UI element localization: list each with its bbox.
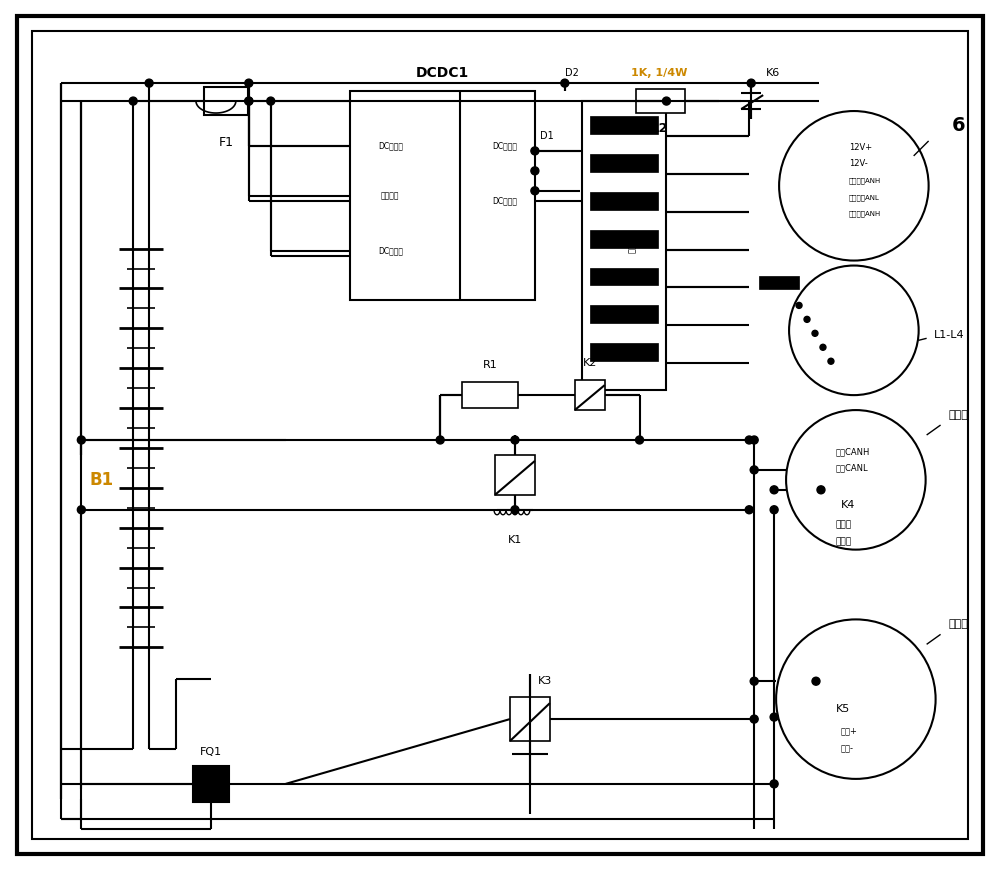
Circle shape xyxy=(245,97,253,105)
Circle shape xyxy=(531,147,539,155)
Circle shape xyxy=(789,266,919,395)
Circle shape xyxy=(750,466,758,474)
Bar xyxy=(590,229,658,248)
Circle shape xyxy=(779,111,929,261)
Circle shape xyxy=(770,713,778,721)
Text: 放电负: 放电负 xyxy=(836,537,852,546)
Bar xyxy=(590,268,658,286)
Text: 复全源总ANH: 复全源总ANH xyxy=(849,177,881,184)
Bar xyxy=(350,91,535,301)
Text: D1: D1 xyxy=(540,131,554,141)
Text: L1-L4: L1-L4 xyxy=(934,330,964,341)
Bar xyxy=(495,455,535,494)
Bar xyxy=(193,766,229,802)
Bar xyxy=(575,380,605,410)
Text: 充电+: 充电+ xyxy=(841,726,858,735)
Bar xyxy=(590,192,658,209)
Text: K2: K2 xyxy=(583,358,597,368)
Circle shape xyxy=(747,79,755,87)
Circle shape xyxy=(812,677,820,685)
Circle shape xyxy=(745,436,753,444)
Circle shape xyxy=(511,436,519,444)
Text: D2: D2 xyxy=(565,68,579,78)
Text: DC输入负: DC输入负 xyxy=(378,246,403,255)
Text: 12V-: 12V- xyxy=(849,159,868,169)
Circle shape xyxy=(129,97,137,105)
Circle shape xyxy=(828,358,834,364)
Text: 6: 6 xyxy=(952,116,965,136)
Circle shape xyxy=(786,410,926,549)
Text: DCDC1: DCDC1 xyxy=(416,66,469,80)
Circle shape xyxy=(750,715,758,723)
Circle shape xyxy=(804,316,810,322)
Bar xyxy=(204,87,248,115)
Text: 整车CANL: 整车CANL xyxy=(836,463,869,473)
Text: 信号线: 信号线 xyxy=(628,238,637,253)
Circle shape xyxy=(245,97,253,105)
Circle shape xyxy=(750,436,758,444)
Text: DC输入正: DC输入正 xyxy=(378,142,403,150)
Circle shape xyxy=(145,79,153,87)
Bar xyxy=(462,382,518,408)
Text: K1: K1 xyxy=(508,534,522,545)
Circle shape xyxy=(531,187,539,195)
Bar xyxy=(510,697,550,741)
Text: F1: F1 xyxy=(218,136,233,149)
Text: B1: B1 xyxy=(89,471,113,489)
Circle shape xyxy=(776,620,936,779)
Circle shape xyxy=(531,167,539,175)
Text: DC输出负: DC输出负 xyxy=(492,196,517,205)
Text: 充电-: 充电- xyxy=(841,745,854,753)
Text: DC输出正: DC输出正 xyxy=(492,142,517,150)
Bar xyxy=(590,154,658,172)
Circle shape xyxy=(636,436,644,444)
Circle shape xyxy=(817,486,825,494)
Text: FQ1: FQ1 xyxy=(200,747,222,757)
Circle shape xyxy=(561,79,569,87)
Circle shape xyxy=(77,506,85,514)
Text: K6: K6 xyxy=(766,68,780,78)
Circle shape xyxy=(750,677,758,685)
Circle shape xyxy=(662,97,670,105)
Bar xyxy=(582,101,666,390)
Circle shape xyxy=(820,344,826,350)
Bar xyxy=(590,116,658,134)
Text: 放电口: 放电口 xyxy=(949,410,968,420)
Text: 复全源总ANL: 复全源总ANL xyxy=(849,195,880,201)
Circle shape xyxy=(770,506,778,514)
Text: 断闸源总ANH: 断闸源总ANH xyxy=(849,210,881,217)
Circle shape xyxy=(511,506,519,514)
Circle shape xyxy=(267,97,275,105)
Bar xyxy=(636,90,685,113)
Circle shape xyxy=(770,486,778,494)
Text: R1: R1 xyxy=(483,361,497,370)
Text: 放电正: 放电正 xyxy=(836,521,852,529)
Circle shape xyxy=(796,302,802,308)
Bar xyxy=(759,275,799,289)
Text: 充电口: 充电口 xyxy=(949,620,968,629)
Text: 12V+: 12V+ xyxy=(849,143,872,152)
Circle shape xyxy=(770,779,778,788)
Text: K3: K3 xyxy=(538,676,552,687)
Circle shape xyxy=(745,506,753,514)
Text: 1K, 1/4W: 1K, 1/4W xyxy=(631,68,688,78)
Bar xyxy=(590,305,658,323)
Bar xyxy=(590,343,658,362)
Text: 控制信号: 控制信号 xyxy=(381,191,400,200)
Text: 整车CANH: 整车CANH xyxy=(836,448,870,456)
Circle shape xyxy=(812,330,818,336)
Text: K4: K4 xyxy=(841,500,855,510)
Text: K5: K5 xyxy=(836,704,850,714)
Text: R2: R2 xyxy=(650,123,669,136)
Circle shape xyxy=(77,436,85,444)
Circle shape xyxy=(436,436,444,444)
Circle shape xyxy=(245,79,253,87)
